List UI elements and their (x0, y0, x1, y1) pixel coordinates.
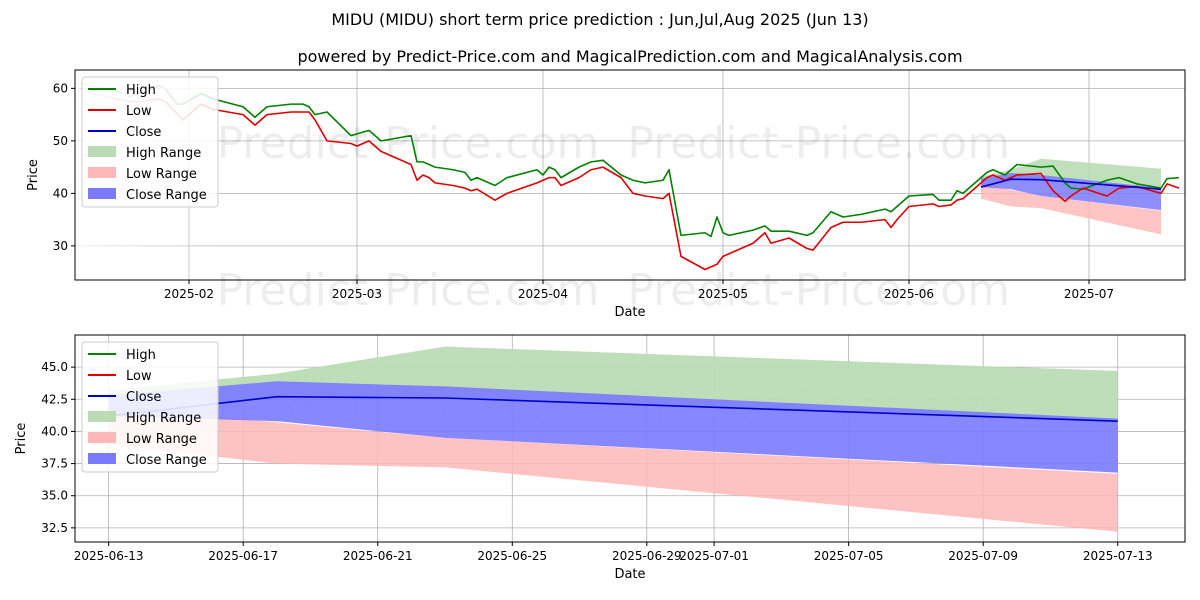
history-panel: 30 40 50 60 2025-02 2025-03 2025-04 2025-05 2025… (26, 69, 1186, 320)
history-x-tick-label: 2025-05 (698, 287, 748, 301)
history-close-series-line (980, 178, 1162, 190)
forecast-x-tick-label: 2025-06-13 (74, 549, 144, 563)
legend-label-high-range: High Range (126, 411, 201, 426)
legend-key-close-range (88, 188, 116, 199)
forecast-x-tick-label: 2025-07-05 (814, 549, 884, 563)
history-plot-area (75, 70, 1180, 280)
legend: High Low Close High Range Low Range Close Ran… (81, 76, 219, 208)
forecast-high-range-band (108, 346, 1118, 422)
forecast-x-tick-label: 2025-06-25 (477, 549, 547, 563)
legend-label-high-range: High Range (126, 146, 201, 161)
legend-label-high: High (126, 83, 156, 98)
history-watermark: Predict-Price.com (217, 265, 600, 316)
legend-key-high-range (88, 411, 116, 422)
legend-key-low-range (88, 167, 116, 178)
forecast-y-tick-label: 45.0 (41, 360, 68, 374)
forecast-x-axis-label: Date (614, 567, 645, 582)
legend-key-high-range (88, 146, 116, 157)
legend-label-close-range: Close Range (126, 188, 207, 203)
legend-label-high: High (126, 348, 156, 363)
history-x-tick-label: 2025-07 (1064, 287, 1114, 301)
forecast-y-tick-label: 37.5 (41, 457, 68, 471)
chart-subtitle: powered by Predict-Price.com and Magical… (297, 47, 962, 66)
history-x-tick-label: 2025-06 (884, 287, 934, 301)
forecast-y-tick-label: 32.5 (41, 521, 68, 535)
legend-label-close-range: Close Range (126, 453, 207, 468)
legend-label-low: Low (126, 104, 152, 119)
history-x-tick-label: 2025-02 (164, 287, 214, 301)
history-y-tick-label: 40 (53, 186, 68, 200)
forecast-x-tick-label: 2025-07-09 (948, 549, 1018, 563)
forecast-y-tick-label: 35.0 (41, 489, 68, 503)
history-low-series-line (80, 87, 1180, 271)
legend-label-low-range: Low Range (126, 432, 197, 447)
legend-label-close: Close (126, 390, 161, 405)
history-high-series-line (80, 82, 1180, 238)
history-close-range-band (981, 172, 1161, 211)
history-watermark: Predict-Price.com (217, 118, 600, 169)
forecast-x-tick-label: 2025-06-21 (343, 549, 413, 563)
forecast-low-range-band (108, 405, 1118, 532)
legend-label-low-range: Low Range (126, 167, 197, 182)
forecast-plot-area (108, 346, 1118, 532)
history-x-tick-label: 2025-03 (332, 287, 382, 301)
forecast-x-tick-label: 2025-07-13 (1083, 549, 1153, 563)
legend-key-close-range (88, 453, 116, 464)
history-watermark: Predict-Price.com (627, 265, 1010, 316)
forecast-y-tick-label: 42.5 (41, 392, 68, 406)
history-low-range-band (981, 182, 1161, 235)
history-axes-frame (74, 69, 1186, 281)
legend-key-low-range (88, 432, 116, 443)
forecast-close-range-band (108, 381, 1118, 473)
chart-title: MIDU (MIDU) short term price prediction … (331, 10, 868, 29)
history-y-tick-label: 60 (53, 81, 68, 95)
legend-label-close: Close (126, 125, 161, 140)
history-y-tick-label: 50 (53, 134, 68, 148)
forecast-y-tick-label: 40.0 (41, 424, 68, 438)
history-x-axis-label: Date (614, 305, 645, 320)
history-y-tick-label: 30 (53, 239, 68, 253)
history-watermark: Predict-Price.com (627, 118, 1010, 169)
history-x-tick-label: 2025-04 (518, 287, 568, 301)
forecast-panel: 32.5 35.0 37.5 40.0 42.5 45.0 2025-06-13 2025-0… (14, 334, 1186, 582)
forecast-x-tick-label: 2025-07-01 (679, 549, 749, 563)
forecast-axes-frame (74, 334, 1186, 543)
forecast-x-tick-label: 2025-06-29 (612, 549, 682, 563)
history-high-range-band (981, 158, 1161, 190)
forecast-x-tick-label: 2025-06-17 (208, 549, 278, 563)
legend-label-low: Low (126, 369, 152, 384)
history-y-axis-label: Price (26, 159, 41, 191)
legend: High Low Close High Range Low Range Close Ran… (81, 341, 219, 473)
forecast-y-axis-label: Price (14, 423, 29, 455)
